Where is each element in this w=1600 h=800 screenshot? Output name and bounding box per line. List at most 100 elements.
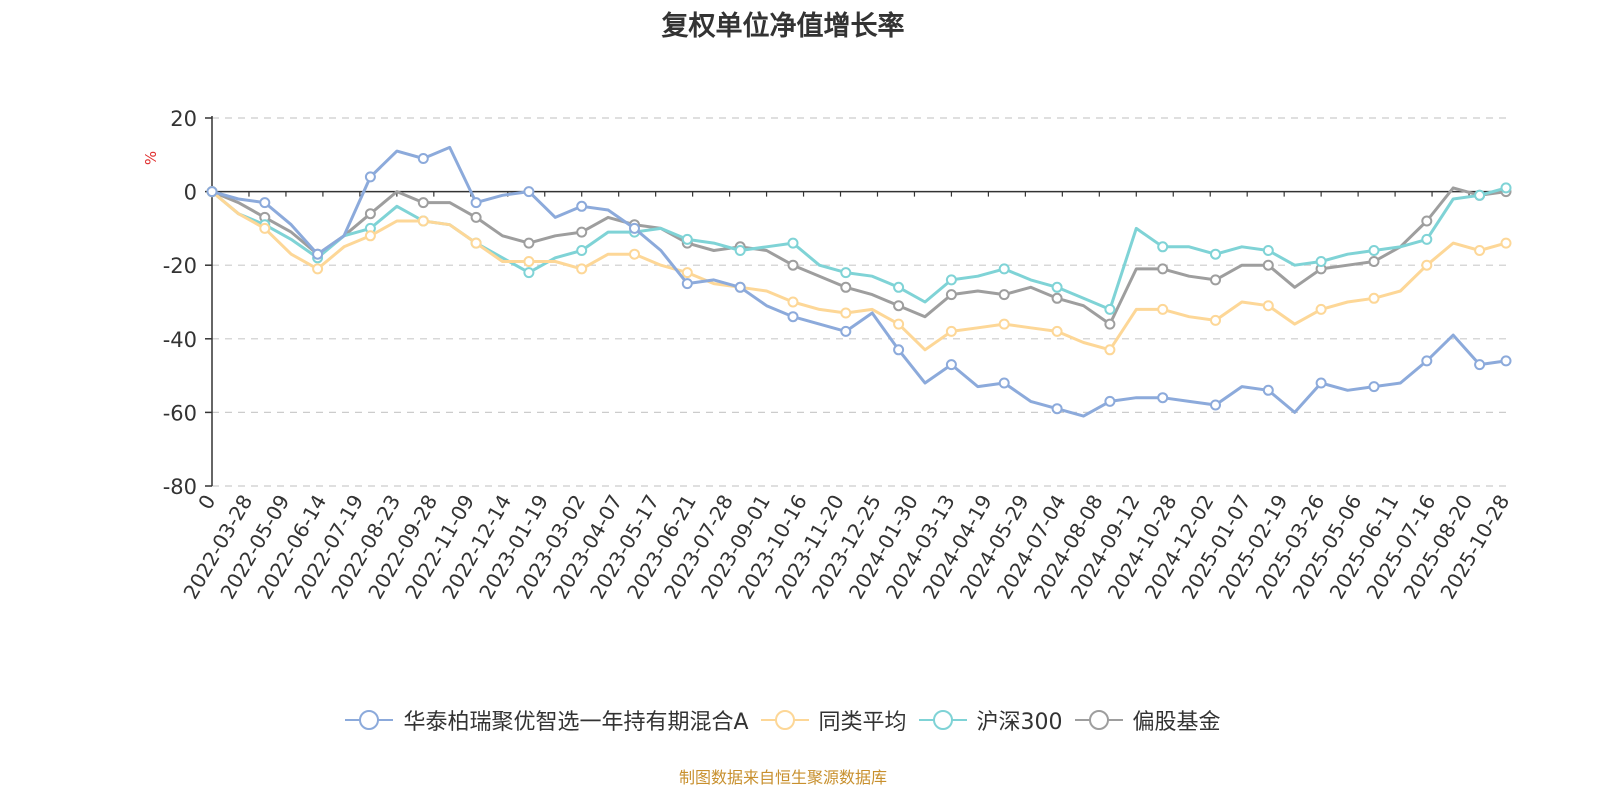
legend-item-series-3[interactable]: 偏股基金 (1074, 704, 1221, 736)
data-point (945, 359, 957, 371)
data-point (893, 318, 905, 330)
data-point (1368, 292, 1380, 304)
data-point (998, 289, 1010, 301)
legend-circle (774, 710, 795, 730)
legend-item-series-1[interactable]: 同类平均 (760, 704, 907, 736)
data-point (1051, 325, 1063, 337)
data-point (893, 344, 905, 356)
data-point (945, 274, 957, 286)
data-point (206, 186, 218, 198)
legend-circle (1088, 710, 1109, 730)
legend-item-series-2[interactable]: 沪深300 (918, 704, 1063, 736)
data-point (364, 230, 376, 242)
data-point (1157, 392, 1169, 404)
data-point (1474, 245, 1486, 256)
data-point (259, 197, 271, 209)
data-point (787, 296, 799, 308)
data-point (523, 256, 535, 267)
legend-label: 沪深300 (976, 710, 1063, 735)
data-point (840, 325, 852, 337)
data-point (470, 211, 482, 223)
data-point (840, 267, 852, 279)
source-note: 制图数据来自恒生聚源数据库 (678, 768, 887, 787)
data-point (681, 267, 693, 279)
data-point (312, 263, 324, 275)
data-point (1421, 215, 1433, 227)
data-point (576, 245, 588, 256)
data-point (1500, 182, 1512, 194)
legend-circle (932, 710, 953, 730)
data-point (417, 215, 429, 227)
data-point (787, 259, 799, 271)
data-point (1104, 395, 1116, 407)
data-point (1262, 245, 1274, 256)
legend-marker-icon (760, 710, 809, 730)
legend-marker-icon (1074, 710, 1123, 730)
legend-marker-icon (345, 710, 394, 730)
data-point (523, 186, 535, 198)
data-point (364, 171, 376, 183)
data-point (1421, 355, 1433, 367)
data-point (1262, 259, 1274, 271)
data-point (1474, 189, 1486, 201)
data-point (1210, 248, 1221, 260)
legend-label: 偏股基金 (1132, 710, 1221, 735)
y-tick-label: -60 (163, 401, 197, 425)
data-point (998, 318, 1010, 330)
series-line-3 (211, 186, 1507, 326)
y-tick-label: 0 (184, 181, 197, 205)
y-tick-label: -80 (163, 475, 197, 499)
data-point (840, 307, 852, 319)
data-point (1500, 237, 1512, 249)
data-point (417, 153, 429, 164)
data-point (576, 200, 588, 212)
data-point (1104, 318, 1116, 330)
legend-marker-icon (918, 710, 967, 730)
data-point (787, 311, 799, 323)
data-point (1051, 292, 1063, 304)
series-line-0 (211, 145, 1507, 418)
y-axis-label: % (142, 151, 160, 165)
data-point (1315, 256, 1327, 267)
data-point (1157, 263, 1169, 275)
legend-circle (359, 710, 380, 730)
data-point (1051, 281, 1063, 293)
data-point (893, 281, 905, 293)
data-point (945, 289, 957, 301)
data-point (998, 263, 1010, 275)
data-point (523, 267, 535, 279)
data-point (1421, 233, 1433, 245)
data-point (998, 377, 1010, 389)
y-tick-label: -20 (163, 254, 197, 278)
data-point (259, 222, 271, 234)
data-point (1210, 274, 1221, 286)
data-point (1368, 256, 1380, 267)
legend-item-series-0[interactable]: 华泰柏瑞聚优智选一年持有期混合A (345, 704, 749, 736)
data-point (1157, 303, 1169, 315)
data-point (576, 263, 588, 275)
data-point (312, 248, 324, 260)
data-point (523, 237, 535, 249)
chart-title: 复权单位净值增长率 (661, 11, 905, 42)
data-point (734, 245, 746, 256)
data-point (1500, 355, 1512, 367)
data-point (1315, 303, 1327, 315)
y-tick-label: -40 (163, 328, 197, 352)
data-point (1368, 381, 1380, 393)
data-point (470, 197, 482, 209)
data-point (1474, 359, 1486, 371)
data-point (470, 237, 482, 249)
data-point (840, 281, 852, 293)
data-point (1210, 399, 1221, 411)
data-point (681, 278, 693, 290)
data-point (1104, 303, 1116, 315)
data-point (1262, 384, 1274, 396)
data-point (893, 300, 905, 312)
line-chart: 200-20-40-60-80%02022-03-282022-05-09202… (142, 107, 1514, 603)
data-point (1157, 241, 1169, 253)
data-point (787, 237, 799, 249)
data-point (945, 325, 957, 337)
x-tick-label: 0 (193, 491, 220, 514)
series-line-1 (211, 190, 1507, 352)
data-point (629, 222, 640, 234)
